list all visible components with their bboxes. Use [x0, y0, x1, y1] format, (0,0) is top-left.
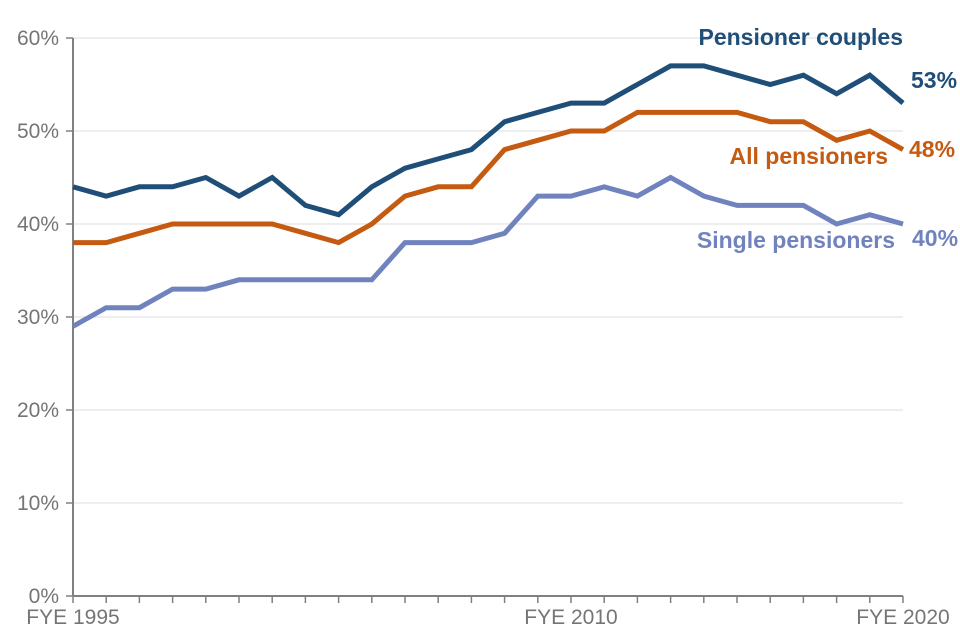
x-tick-label: FYE 2020	[856, 606, 949, 629]
y-tick-label: 20%	[17, 399, 59, 422]
y-tick-label: 50%	[17, 120, 59, 143]
series-label-pensioner-couples: Pensioner couples	[698, 24, 903, 50]
y-tick-label: 0%	[29, 585, 59, 608]
y-tick-label: 40%	[17, 213, 59, 236]
x-tick-label: FYE 1995	[26, 606, 119, 629]
y-tick-label: 60%	[17, 27, 59, 50]
series-line-single-pensioners	[71, 174, 904, 329]
y-tick-label: 30%	[17, 306, 59, 329]
series-line-all-pensioners	[73, 109, 905, 246]
y-tick-label: 10%	[17, 492, 59, 515]
end-value-single-pensioners: 40%	[912, 225, 959, 251]
series-label-single-pensioners: Single pensioners	[696, 227, 895, 253]
end-value-pensioner-couples: 53%	[911, 67, 958, 93]
series-line-pensioner-couples	[72, 63, 905, 218]
end-value-all-pensioners: 48%	[909, 136, 956, 162]
x-tick-label: FYE 2010	[524, 606, 617, 629]
series-label-all-pensioners: All pensioners	[729, 143, 888, 169]
